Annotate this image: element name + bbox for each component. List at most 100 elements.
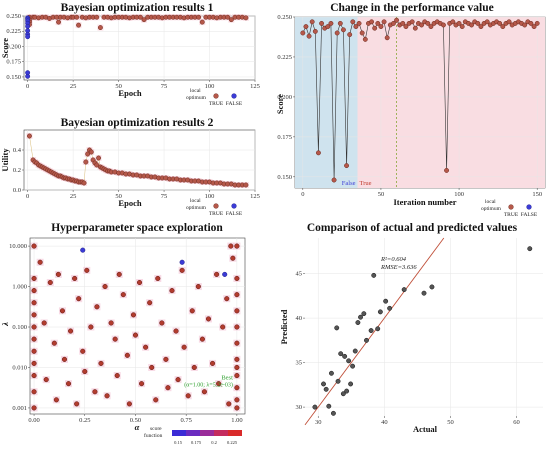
data-point [61,356,68,362]
x-axis-tick-label: 150 [532,191,542,198]
data-point [469,22,475,28]
y-axis-tick-label: 0.001 [12,405,27,412]
data-point-true [56,19,62,25]
data-point [429,284,435,290]
chart-title: Comparison of actual and predicted value… [307,222,518,234]
data-point [440,22,446,28]
data-point [228,243,234,249]
x-axis-tick-label: 100 [205,83,215,90]
data-point [321,381,326,387]
legend-false-label: FALSE [226,211,243,217]
data-point [126,401,132,407]
data-point [347,32,353,38]
data-point [173,328,179,334]
data-point-low-score [222,271,228,277]
annotation-r2: R²=0.604 [380,256,407,263]
data-point [199,336,205,342]
data-point [353,24,359,30]
y-axis-label: Utility [0,148,10,172]
legend-true-label: TRUE [209,211,224,217]
data-point [356,20,362,26]
colorbar-segment [172,430,186,436]
x-axis-tick-label: 0.50 [130,417,141,424]
data-point [368,328,374,334]
annotation-rmse: RMSE=3.636 [380,264,417,271]
x-axis-tick-label: 0 [301,191,304,198]
chart-panel-5: Comparison of actual and predicted value… [275,220,550,451]
data-point [394,17,400,23]
data-point [226,401,232,407]
data-point [179,267,185,273]
data-point [80,348,86,354]
y-axis-tick-label: 0.200 [277,94,292,101]
data-point [403,24,409,30]
data-point [31,243,37,249]
y-axis-tick-label: 0.175 [6,59,21,66]
data-point [132,332,139,338]
data-point [306,33,312,39]
legend-title: optimum [186,205,207,211]
data-point [312,404,318,410]
data-point-false [25,34,31,40]
x-axis-tick-label: 125 [250,83,260,90]
data-point [500,24,506,30]
data-point [147,300,153,306]
data-point [506,19,512,25]
x-axis-tick-label: 0 [26,83,29,90]
data-point [189,308,195,314]
data-point [497,20,503,26]
data-point [55,271,61,277]
data-point [31,360,37,366]
y-axis-tick-label: 0.225 [277,54,292,61]
x-axis-tick-label: 0.25 [79,417,90,424]
data-point [72,275,78,282]
data-point [384,35,390,41]
legend-true-label: TRUE [209,101,224,107]
data-point [234,275,240,282]
chart-title: Hyperparameter space exploration [51,222,223,234]
data-point [381,19,387,25]
legend-true-key [213,93,219,99]
regression-line [304,237,445,426]
data-point [234,405,240,411]
data-point-low-score [80,247,86,253]
plot-area [305,238,543,416]
data-point [114,373,120,379]
data-point-true [196,14,202,20]
data-point [53,397,59,403]
y-axis-tick-label: 0.150 [6,74,21,81]
x-axis-tick-label: 30 [315,419,322,426]
data-point [84,267,90,273]
data-point [234,292,240,298]
chart-panel-3: Change in the performance value 0 50 100 150… [275,0,550,220]
y-axis-tick-label: 0.250 [277,14,292,21]
data-point [31,373,37,379]
data-point [344,388,350,394]
data-point [330,410,336,416]
data-point [323,386,329,392]
data-point [334,325,340,331]
data-point [234,243,240,249]
y-axis-tick-label: 0.100 [12,324,27,331]
colorbar-tick-label: 0.2 [211,440,217,445]
data-point [149,364,155,371]
data-point [531,24,537,30]
data-point [456,20,462,26]
data-point [155,275,161,282]
data-point [350,19,356,25]
x-axis-tick-label: 0.00 [28,417,39,424]
chart-title: Change in the performance value [330,2,494,14]
data-point [163,356,169,362]
region-false-label: False [342,180,356,187]
y-axis-tick-label: 0.150 [277,174,292,181]
data-point [346,358,352,364]
data-point [234,385,240,391]
legend-true-key [213,203,219,209]
data-point [31,389,37,395]
legend-title: local [485,199,496,205]
data-point [334,30,340,36]
x-axis-label: Epoch [118,88,141,98]
y-axis-tick-label: 0.2 [13,167,21,174]
data-point-true [141,17,147,23]
data-point [303,24,309,30]
